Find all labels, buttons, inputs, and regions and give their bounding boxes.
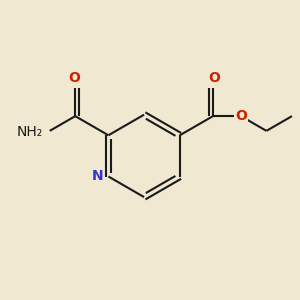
Text: NH₂: NH₂ bbox=[16, 125, 42, 139]
Text: O: O bbox=[208, 70, 220, 85]
Text: N: N bbox=[92, 169, 103, 184]
Text: O: O bbox=[235, 109, 247, 123]
Text: O: O bbox=[68, 70, 80, 85]
